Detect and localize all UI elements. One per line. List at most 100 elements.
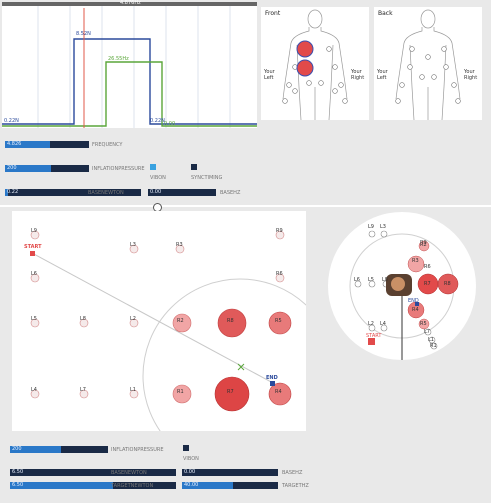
front-marker-upper xyxy=(296,40,314,58)
end-marker xyxy=(270,381,275,386)
grid-label-l4: L4 xyxy=(31,387,37,393)
grid-label-l8: L8 xyxy=(80,316,86,322)
mini-video-face xyxy=(391,277,405,291)
front-body-svg xyxy=(282,9,348,121)
mini-map[interactable]: L9 L3 R3 R9 L6 R6 L5 L8 L2 R2 R8 R5 L4 L… xyxy=(328,212,476,360)
signal-plot-svg xyxy=(2,2,257,128)
inflation-label-top: INFLATIONPRESSURE xyxy=(92,166,145,172)
mini-map-svg xyxy=(349,230,459,360)
start-marker xyxy=(30,251,35,256)
mini-marker-r5 xyxy=(418,318,430,330)
frequency-value: 4.826 xyxy=(7,141,22,147)
targethz-slider[interactable]: 40.00 xyxy=(182,482,278,489)
body-map-back[interactable]: Back Your Left Your Right xyxy=(374,7,482,121)
path-line xyxy=(31,252,274,384)
basenewton-fill-top xyxy=(5,189,8,196)
targethz-fill xyxy=(182,482,233,489)
top-frequency-readout: 4.876Hz xyxy=(120,0,141,6)
back-your-right: Your Right xyxy=(464,69,478,81)
body-map-front[interactable]: Front Your Left Your Right xyxy=(261,7,369,121)
targetnewton-fill xyxy=(10,482,113,489)
basenewton-label-bottom: BASENEWTON xyxy=(111,470,147,476)
basehz-slider-top[interactable]: 0.00 xyxy=(148,189,216,196)
basenewton-label-top: BASENEWTON xyxy=(88,190,124,196)
mini-marker-r3 xyxy=(407,255,425,273)
basehz-slider-bottom[interactable]: 0.00 xyxy=(182,469,278,476)
mini-label-l9: L9 xyxy=(368,224,374,230)
mini-label-l5: L5 xyxy=(368,277,374,283)
mini-start-marker xyxy=(368,338,375,345)
basehz-value-top: 0.00 xyxy=(150,189,162,195)
grid-label-r4: R4 xyxy=(275,389,282,395)
grid-label-l7: L7 xyxy=(80,387,86,393)
basenewton-slider-top[interactable]: 0.22 xyxy=(5,189,141,196)
grid-label-r2: R2 xyxy=(177,318,184,324)
grid-label-l3: L3 xyxy=(130,242,136,248)
targetnewton-slider[interactable]: 6.50 xyxy=(10,482,176,489)
inflation-value-bottom: 200 xyxy=(12,446,22,452)
blue-force-trace xyxy=(2,38,257,125)
mini-label-r9: R9 xyxy=(420,240,427,246)
frequency-label: FREQUENCY xyxy=(92,142,123,148)
mini-label-l4: L4 xyxy=(380,321,386,327)
right-base-label-2: 0.00 xyxy=(164,121,176,127)
frequency-slider[interactable]: 4.826 xyxy=(5,141,89,148)
vibon-label-bottom: VIBON xyxy=(183,456,199,462)
grid-label-l6: L6 xyxy=(31,271,37,277)
basenewton-slider-bottom[interactable]: 6.50 xyxy=(10,469,176,476)
grid-marker-r5 xyxy=(268,311,292,335)
front-your-right: Your Right xyxy=(351,69,365,81)
mini-label-r6: R6 xyxy=(424,264,431,270)
right-base-label: 0.22N xyxy=(150,118,165,124)
end-label: END xyxy=(266,375,278,381)
back-title: Back xyxy=(378,10,393,17)
vibon-label-top: VIBON xyxy=(150,175,166,181)
inflation-fill-bottom xyxy=(10,446,61,453)
mini-end-label: END xyxy=(408,298,419,304)
signal-plot: 4.876Hz 8.52N 26.55Hz 0.22N 0.22N 0.00 xyxy=(2,0,257,128)
mini-label-r2: R2 xyxy=(420,242,427,248)
basenewton-value-top: 0.22 xyxy=(7,189,19,195)
grid-label-r8: R8 xyxy=(227,318,234,324)
front-your-left: Your Left xyxy=(264,69,275,81)
mini-start-label: START xyxy=(366,333,382,339)
front-title: Front xyxy=(265,10,281,17)
grid-label-l1: L1 xyxy=(130,387,136,393)
grid-label-r1: R1 xyxy=(177,389,184,395)
green-peak-label: 26.55Hz xyxy=(108,56,129,62)
inflation-slider-top[interactable]: 200 xyxy=(5,165,89,172)
inflation-slider-bottom[interactable]: 200 xyxy=(10,446,108,453)
stimulus-grid-svg xyxy=(30,230,306,431)
basehz-label-top: BASEHZ xyxy=(220,190,241,196)
grid-marker-r4 xyxy=(268,382,292,406)
blue-peak-label: 8.52N xyxy=(76,31,91,37)
vibon-toggle-top[interactable] xyxy=(150,164,156,170)
basehz-value-bottom: 0.00 xyxy=(184,469,196,475)
target-cross xyxy=(237,363,245,371)
mini-label-l6: L6 xyxy=(354,277,360,283)
back-your-left: Your Left xyxy=(377,69,388,81)
mini-marker-r2 xyxy=(418,240,430,252)
grid-label-r7: R7 xyxy=(227,389,234,395)
green-frequency-trace xyxy=(2,61,257,127)
grid-marker-r1 xyxy=(172,384,192,404)
mini-marker-r8 xyxy=(437,273,459,295)
grid-label-r6: R6 xyxy=(276,271,283,277)
grid-label-r3: R3 xyxy=(176,242,183,248)
mini-label-r8: R8 xyxy=(444,281,451,287)
vibon-toggle-bottom[interactable] xyxy=(183,445,189,451)
synctiming-label: SYNCTIMING xyxy=(191,175,223,181)
inflation-value-top: 200 xyxy=(7,165,17,171)
mini-label-r3: R3 xyxy=(412,258,419,264)
mini-label-l2: L2 xyxy=(368,321,374,327)
targethz-value: 40.00 xyxy=(184,482,199,488)
mini-label-r5: R5 xyxy=(420,321,427,327)
targetnewton-label: TARGETNEWTON xyxy=(111,483,154,489)
mini-label-r4: R4 xyxy=(412,307,419,313)
mini-label-l1: L1 xyxy=(428,337,434,343)
mini-label-r1: R1 xyxy=(430,343,437,349)
synctiming-toggle[interactable] xyxy=(191,164,197,170)
stimulus-grid[interactable]: START END L9 L3 R3 R9 L6 R6 L5 L8 L2 R2 … xyxy=(12,211,306,431)
front-marker-lower xyxy=(296,59,314,77)
mini-end-marker xyxy=(415,302,419,306)
